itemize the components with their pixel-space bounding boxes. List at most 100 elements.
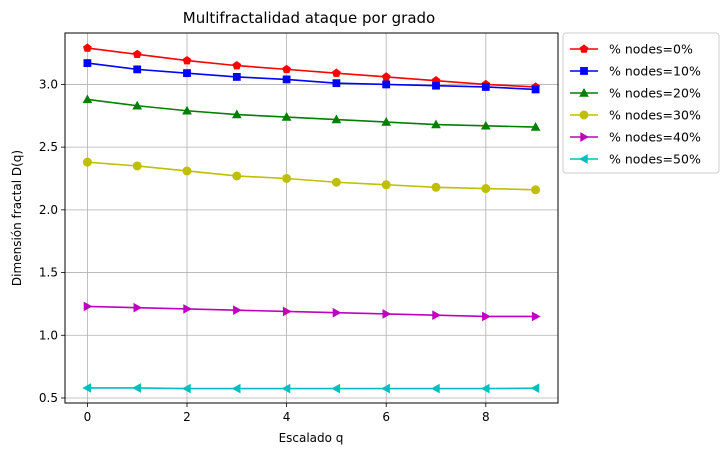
data-point [282,306,292,317]
data-point [332,79,341,88]
x-axis: 0 2 4 6 8 [84,403,490,424]
series-line [87,161,536,191]
data-point [331,177,341,187]
data-point [83,43,92,52]
data-point [332,68,341,77]
data-point [431,182,441,192]
data-point [430,383,440,394]
data-point [133,302,143,313]
series-line [87,62,536,91]
data-point [580,132,590,142]
data-point [381,72,391,81]
data-point [381,180,391,190]
series-5 [82,383,540,394]
legend-label: % nodes=10% [609,64,701,79]
data-point [480,120,491,130]
series-1 [83,59,540,94]
data-point [181,383,191,394]
series-line [87,98,536,128]
data-point [183,69,191,78]
data-point [132,383,141,393]
legend: % nodes=0% % nodes=10% % nodes=20% % nodes=… [562,32,720,174]
data-point [530,383,540,394]
data-point [579,110,589,120]
data-point [132,100,143,110]
data-point [432,81,440,90]
data-point [579,44,589,53]
data-point [232,171,242,181]
data-point [331,114,342,124]
y-tick-label: 2.0 [39,203,58,217]
data-point [331,383,341,394]
data-point [382,309,392,319]
data-point [480,383,490,394]
data-point [282,75,291,84]
x-tick-label: 4 [283,410,291,424]
data-point [282,173,292,183]
series-3 [82,157,541,195]
data-point [82,383,92,393]
legend-label: % nodes=30% [609,108,701,123]
data-point [83,301,93,312]
series-layer [82,43,541,394]
legend-entry: % nodes=30% [570,108,701,123]
x-tick-label: 6 [382,410,390,424]
data-point [332,307,342,318]
data-point [481,83,490,91]
data-point [182,105,192,115]
series-line [87,305,536,318]
x-tick-label: 8 [482,410,490,424]
y-tick-label: 3.0 [39,77,58,91]
legend-label: % nodes=50% [609,152,701,167]
data-point [231,109,242,119]
data-point [182,166,192,176]
legend-entry: % nodes=40% [570,130,701,145]
data-point [482,311,491,322]
data-point [382,80,391,89]
legend-entry: % nodes=50% [570,152,701,167]
data-point [82,157,92,167]
plot-area-frame [64,32,559,404]
x-tick-label: 2 [183,410,191,424]
data-point [183,304,193,314]
data-point [531,185,541,195]
data-point [381,383,390,394]
data-point [531,85,540,94]
data-point [431,119,441,129]
y-tick-label: 1.0 [39,328,58,342]
data-point [231,383,241,394]
data-point [133,65,142,74]
series-line [87,47,536,88]
data-point [83,59,92,68]
y-tick-label: 1.5 [39,266,58,280]
grid [65,33,558,403]
data-point [531,311,541,322]
data-point [432,310,442,321]
series-line [87,387,536,390]
chart-title: Multifractalidad ataque por grado [183,9,435,27]
legend-label: % nodes=0% [609,42,693,57]
data-point [182,55,192,65]
y-tick-label: 0.5 [39,391,58,405]
series-0 [83,43,540,91]
data-point [481,184,491,194]
x-axis-label: Escalado q [279,431,344,445]
data-point [381,117,392,126]
data-point [281,112,292,121]
data-point [282,64,291,74]
data-point [232,72,241,81]
x-tick-label: 0 [84,410,92,424]
legend-entry: % nodes=0% [570,42,693,57]
legend-label: % nodes=40% [609,130,701,145]
data-point [232,60,242,70]
legend-box [562,32,720,174]
data-point [578,154,588,164]
data-point [530,122,541,131]
data-point [132,161,142,171]
legend-label: % nodes=20% [609,86,701,101]
y-axis-label: Dimensión fractal D(q) [10,150,24,286]
series-4 [83,301,541,322]
data-point [281,383,291,394]
data-point [233,305,242,316]
